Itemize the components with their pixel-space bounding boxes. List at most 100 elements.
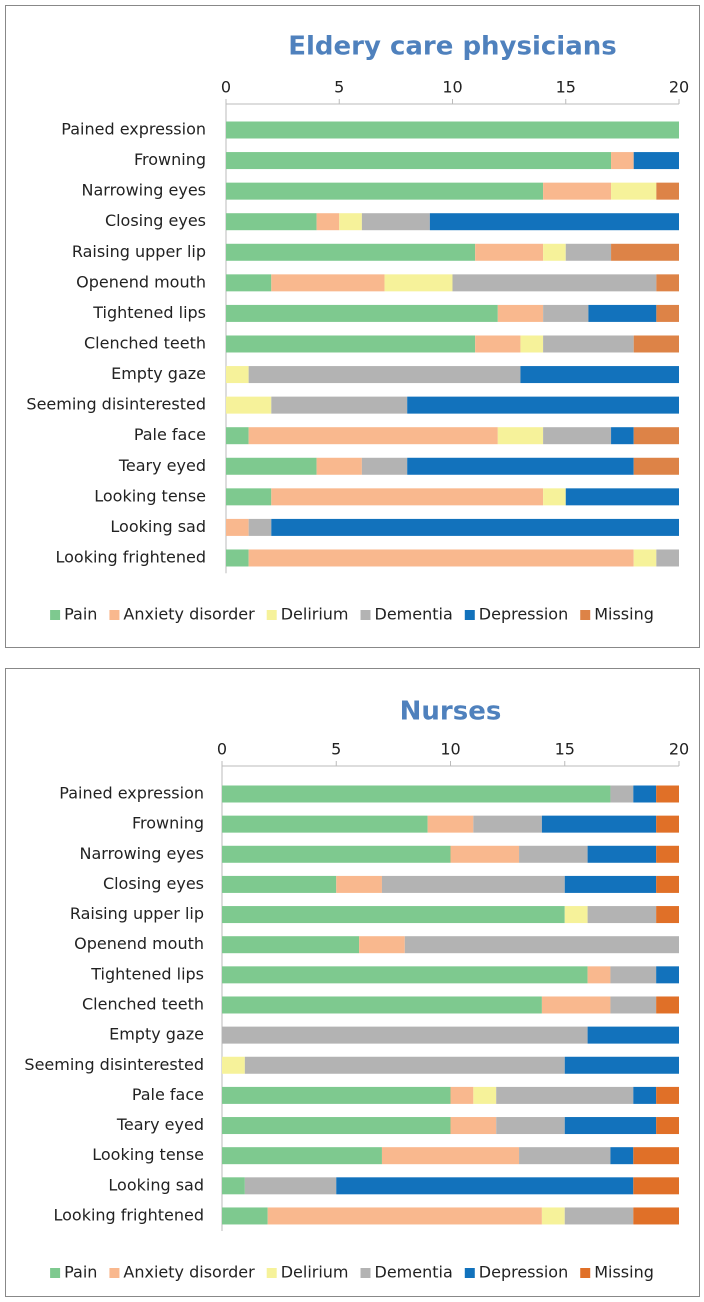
bar-segment	[271, 274, 385, 292]
bar-segment	[520, 366, 679, 384]
bar-segment	[450, 845, 520, 863]
bar-segment	[656, 1086, 679, 1104]
bar-segment	[222, 1117, 451, 1135]
bar-segment	[339, 213, 362, 231]
bar-segment	[359, 936, 405, 954]
bar-segment	[222, 785, 611, 803]
bar-segment	[226, 243, 476, 261]
bar-segment	[384, 274, 453, 292]
legend-label: Dementia	[375, 605, 453, 624]
bar-segment	[564, 906, 588, 924]
bar-segment	[543, 427, 612, 445]
x-tick-label: 20	[669, 740, 689, 759]
bar-segment	[248, 549, 634, 567]
legend-label: Missing	[594, 1263, 654, 1282]
bar-segment	[429, 213, 679, 231]
bar-segment	[519, 1147, 611, 1165]
bar-segment	[226, 182, 544, 200]
category-label: Looking frightened	[53, 1205, 204, 1224]
bar-segment	[633, 1147, 679, 1165]
bar-segment	[244, 1056, 565, 1074]
bar-segment	[564, 875, 657, 893]
bar-segment	[226, 152, 612, 170]
bar-segment	[541, 815, 657, 833]
legend-label: Depression	[479, 605, 568, 624]
bar-segment	[610, 1147, 634, 1165]
legend-label: Anxiety disorder	[123, 605, 255, 624]
legend-swatch	[266, 610, 277, 620]
bar-segment	[226, 549, 249, 567]
legend-swatch	[109, 610, 120, 620]
bar-segment	[656, 906, 679, 924]
bar-segment	[222, 936, 360, 954]
category-label: Frowning	[132, 814, 204, 833]
legend-label: Anxiety disorder	[123, 1263, 255, 1282]
bar-segment	[564, 1056, 679, 1074]
category-label: Narrowing eyes	[80, 844, 205, 863]
x-tick-label: 10	[440, 740, 460, 759]
bar-segment	[564, 1207, 634, 1225]
category-label: Empty gaze	[111, 364, 206, 383]
category-label: Pale face	[132, 1085, 204, 1104]
bar-segment	[222, 1026, 588, 1044]
bar-segment	[633, 152, 679, 170]
bar-segment	[271, 488, 544, 506]
category-label: Looking tense	[92, 1145, 204, 1164]
bar-segment	[565, 488, 679, 506]
category-label: Seeming disinterested	[24, 1055, 204, 1074]
legend-label: Pain	[64, 1263, 97, 1282]
bar-segment	[226, 213, 317, 231]
bar-segment	[497, 304, 544, 322]
bar-segment	[496, 1086, 634, 1104]
bar-segment	[475, 243, 544, 261]
bar-segment	[222, 1147, 382, 1165]
x-tick-label: 5	[334, 78, 344, 97]
bar-segment	[267, 1207, 542, 1225]
bar-segment	[450, 1117, 497, 1135]
category-label: Openend mouth	[74, 934, 204, 953]
chart-title: Eldery care physicians	[288, 32, 617, 62]
bar-segment	[633, 1177, 679, 1195]
bar-segment	[226, 304, 498, 322]
category-label: Teary eyed	[116, 1115, 204, 1134]
category-label: Closing eyes	[103, 874, 204, 893]
x-tick-label: 15	[556, 78, 576, 97]
bar-segment	[381, 1147, 520, 1165]
bar-segment	[361, 213, 430, 231]
bar-segment	[565, 243, 612, 261]
bar-segment	[271, 518, 679, 536]
bar-segment	[316, 213, 340, 231]
category-label: Closing eyes	[105, 211, 206, 230]
bar-segment	[541, 996, 611, 1014]
chart-title: Nurses	[400, 697, 502, 727]
bar-segment	[497, 427, 544, 445]
bar-segment	[222, 1086, 451, 1104]
bar-segment	[226, 274, 272, 292]
bar-segment	[656, 845, 679, 863]
bar-segment	[473, 815, 542, 833]
bar-segment	[656, 1117, 679, 1135]
category-label: Empty gaze	[109, 1025, 204, 1044]
category-label: Raising upper lip	[72, 242, 206, 261]
category-label: Clenched teeth	[82, 994, 204, 1013]
bar-segment	[226, 518, 249, 536]
category-label: Narrowing eyes	[82, 181, 207, 200]
category-label: Seeming disinterested	[26, 395, 206, 414]
bar-segment	[244, 1177, 337, 1195]
bar-segment	[222, 966, 588, 984]
bar-segment	[226, 427, 249, 445]
legend-swatch	[50, 610, 61, 620]
bar-segment	[587, 1026, 679, 1044]
panel-border	[5, 668, 700, 1297]
bar-segment	[587, 966, 611, 984]
category-label: Tightened lips	[92, 303, 206, 322]
bar-segment	[633, 785, 657, 803]
legend-swatch	[109, 1268, 120, 1278]
bar-segment	[543, 182, 612, 200]
legend-swatch	[464, 610, 475, 620]
bar-segment	[656, 815, 679, 833]
bar-segment	[271, 396, 408, 414]
bar-segment	[611, 243, 679, 261]
x-tick-label: 15	[555, 740, 575, 759]
